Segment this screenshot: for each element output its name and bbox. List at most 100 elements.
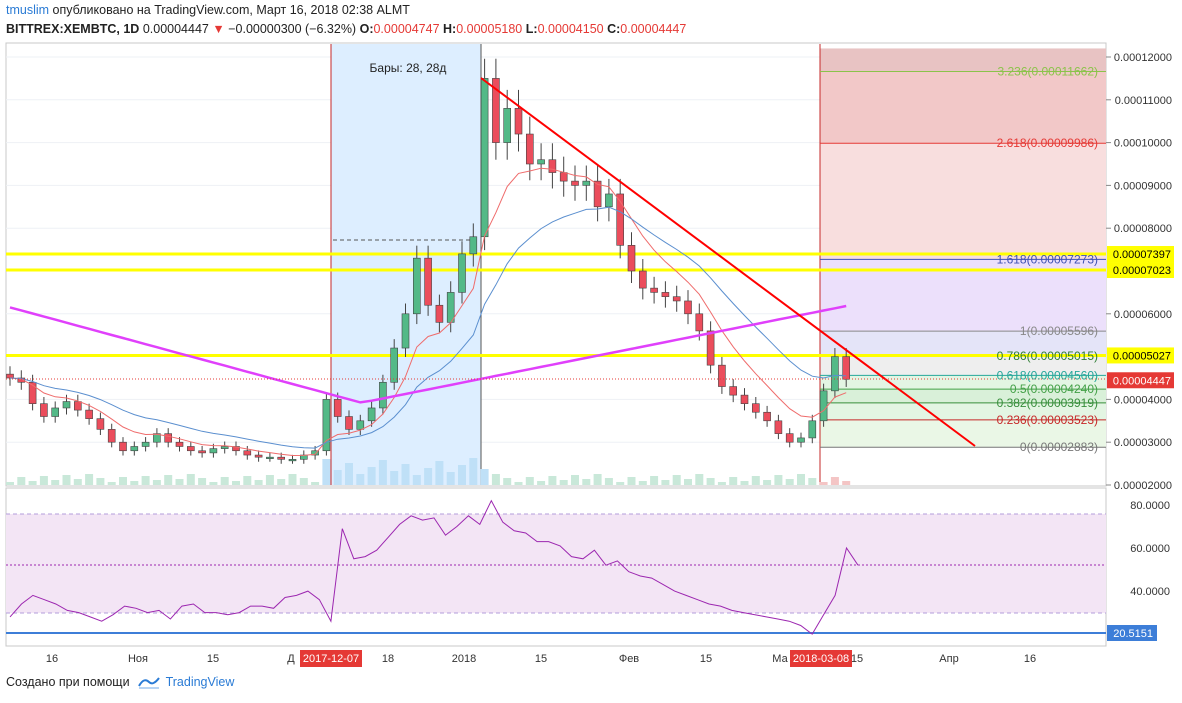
candle-body bbox=[232, 446, 240, 452]
candle-body bbox=[277, 456, 286, 460]
candle-body bbox=[492, 78, 500, 143]
volume-bar bbox=[808, 478, 817, 485]
volume-bar bbox=[277, 479, 286, 485]
candle-body bbox=[96, 418, 105, 430]
candle-body bbox=[130, 446, 139, 452]
time-tick-label: 2018 bbox=[452, 653, 476, 665]
candle-body bbox=[220, 446, 229, 449]
volume-bar bbox=[6, 482, 14, 485]
volume-bar bbox=[220, 477, 229, 485]
candle-body bbox=[774, 420, 783, 434]
time-tick-label: Ма bbox=[772, 653, 788, 665]
volume-bar bbox=[243, 476, 252, 485]
volume-bar bbox=[751, 476, 760, 485]
date-badge-label: 2018-03-08 bbox=[793, 653, 849, 665]
time-tick-label: Д bbox=[287, 653, 295, 665]
date-badge-label: 2017-12-07 bbox=[303, 653, 359, 665]
candle-body bbox=[605, 193, 613, 208]
price-axis-labels: 0.00007397 0.00007023 0.00005027 0.00004447 bbox=[1107, 246, 1174, 389]
tradingview-logo-icon bbox=[137, 677, 160, 689]
volume-bar bbox=[604, 478, 613, 485]
price-tick-label: 0.00009000 bbox=[1114, 180, 1172, 192]
volume-bar bbox=[785, 479, 794, 485]
candle-body bbox=[266, 456, 274, 459]
volume-bar bbox=[763, 480, 772, 485]
volume-bars bbox=[6, 458, 851, 485]
volume-bar bbox=[650, 476, 659, 485]
time-tick-label: 15 bbox=[207, 653, 219, 665]
volume-bar bbox=[73, 479, 82, 485]
candle-body bbox=[819, 390, 828, 422]
volume-bar bbox=[412, 475, 421, 485]
volume-bar bbox=[209, 482, 218, 485]
volume-bar bbox=[514, 482, 523, 485]
candle-body bbox=[424, 257, 432, 306]
volume-bar bbox=[695, 474, 704, 485]
candle-body bbox=[548, 159, 557, 173]
candle-body bbox=[672, 296, 681, 302]
time-tick-label: 15 bbox=[700, 653, 712, 665]
candle-body bbox=[537, 159, 545, 165]
rsi-pane bbox=[6, 499, 1106, 635]
volume-bar bbox=[333, 470, 342, 485]
close-value: 0.00004447 bbox=[620, 22, 687, 36]
candles bbox=[6, 58, 851, 464]
rsi-badge-label: 20.5151 bbox=[1113, 628, 1153, 640]
volume-bar bbox=[28, 481, 37, 485]
candle-body bbox=[28, 381, 37, 404]
candle-body bbox=[695, 313, 704, 332]
candle-body bbox=[582, 180, 591, 186]
time-tick-label: Апр bbox=[939, 653, 958, 665]
candle-body bbox=[141, 441, 150, 447]
volume-bar bbox=[17, 477, 26, 485]
date-badge bbox=[300, 650, 362, 667]
volume-bar bbox=[435, 461, 444, 485]
fib-level-label: 0.786(0.00005015) bbox=[997, 349, 1098, 363]
volume-bar bbox=[706, 478, 715, 485]
volume-bar bbox=[717, 482, 726, 485]
candle-body bbox=[514, 108, 523, 135]
candle-body bbox=[198, 450, 206, 454]
low-label: L: bbox=[525, 22, 538, 36]
price-tick-label: 0.00011000 bbox=[1115, 95, 1172, 107]
candle-body bbox=[390, 347, 399, 383]
candle-body bbox=[740, 394, 749, 404]
candle-body bbox=[751, 403, 760, 413]
candle-body bbox=[209, 448, 218, 454]
price-tick-label: 0.00003000 bbox=[1114, 437, 1172, 449]
rsi-tick-label: 80.0000 bbox=[1130, 500, 1170, 512]
volume-bar bbox=[672, 475, 681, 485]
volume-bar bbox=[51, 480, 60, 485]
price-tick-label: 0.00004000 bbox=[1114, 394, 1172, 406]
volume-bar bbox=[254, 480, 263, 485]
candle-body bbox=[164, 433, 172, 443]
volume-bar bbox=[548, 476, 557, 485]
symbol-label: BITTREX:XEMBTC, 1D bbox=[6, 22, 140, 36]
volume-bar bbox=[446, 472, 455, 485]
price-axis[interactable]: 0.00012000 0.00011000 0.00010000 0.00009000… bbox=[1106, 52, 1172, 492]
ma200-line bbox=[9, 304, 847, 404]
tradingview-link[interactable]: TradingView bbox=[137, 675, 234, 689]
open-value: 0.00004747 bbox=[373, 22, 440, 36]
fib-level-label: 0.5(0.00004240) bbox=[1010, 382, 1098, 396]
candle-body bbox=[356, 420, 365, 430]
price-tick-label: 0.00010000 bbox=[1114, 138, 1172, 150]
candle-body bbox=[107, 429, 116, 443]
chart-header-line2: BITTREX:XEMBTC, 1D 0.00004447 ▼ −0.00000… bbox=[6, 22, 686, 36]
volume-bar bbox=[367, 467, 376, 485]
volume-bar bbox=[107, 482, 116, 485]
fib-zone-band bbox=[820, 143, 1106, 260]
candle-body bbox=[333, 399, 342, 417]
candle-body bbox=[480, 78, 489, 238]
volume-bar bbox=[288, 474, 297, 485]
ema-fast-line bbox=[9, 167, 847, 457]
volume-bar bbox=[322, 459, 331, 485]
author-link[interactable]: tmuslim bbox=[6, 3, 50, 17]
volume-bar bbox=[186, 474, 195, 485]
volume-bar bbox=[503, 478, 512, 485]
down-arrow-icon: ▼ bbox=[212, 22, 225, 36]
volume-bar bbox=[469, 458, 478, 485]
time-axis[interactable]: 16 Ноя 15 Д 18 2018 15 Фев 15 Ма 15 Апр 16 2017-12-07… bbox=[46, 650, 1036, 667]
price-badge-label: 0.00007397 bbox=[1113, 249, 1171, 261]
